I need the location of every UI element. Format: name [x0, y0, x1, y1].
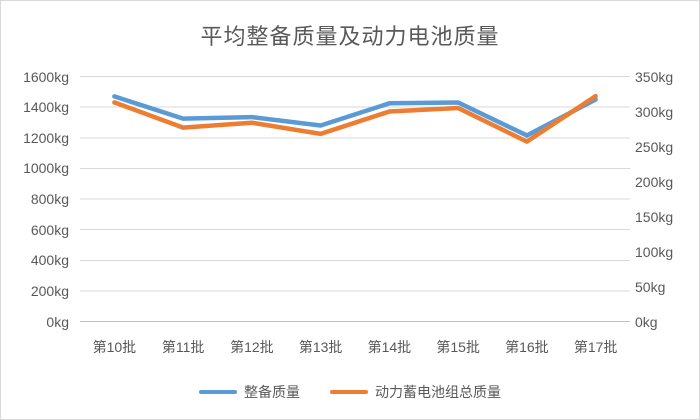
legend-item-0: 整备质量 [199, 382, 300, 402]
left-axis-tick: 800kg [30, 191, 69, 207]
series-line-1 [112, 93, 598, 144]
legend-item-1: 动力蓄电池组总质量 [330, 382, 501, 402]
left-axis-tick: 600kg [30, 221, 69, 238]
right-axis-tick: 350kg [635, 68, 674, 85]
x-axis-category: 第17批 [573, 339, 618, 355]
legend-line-swatch [199, 390, 237, 394]
right-axis-tick: 50kg [635, 278, 666, 295]
left-axis-tick: 1000kg [23, 160, 69, 177]
legend-label: 动力蓄电池组总质量 [375, 384, 501, 400]
left-axis-tick: 400kg [30, 252, 69, 269]
left-axis-tick: 0kg [46, 313, 69, 330]
series-line-0 [112, 94, 598, 138]
right-axis-tick: 0kg [635, 313, 658, 330]
x-axis-category: 第16批 [505, 339, 549, 355]
left-axis-tick: 200kg [30, 282, 69, 299]
right-axis-tick: 150kg [635, 208, 674, 225]
left-axis-tick: 1600kg [23, 68, 69, 85]
right-axis-tick: 250kg [635, 138, 674, 155]
right-axis-tick: 200kg [635, 173, 674, 190]
right-axis-tick: 100kg [635, 243, 674, 260]
legend-line-swatch [330, 390, 368, 394]
left-axis-tick: 1400kg [23, 99, 69, 116]
left-axis-tick: 1200kg [23, 129, 69, 146]
chart-title: 平均整备质量及动力电池质量 [200, 24, 500, 49]
legend-label: 整备质量 [244, 384, 300, 400]
x-axis-category: 第11批 [161, 339, 205, 355]
x-axis-category: 第14批 [367, 339, 412, 355]
x-axis-category: 第15批 [436, 339, 480, 355]
legend: 整备质量 动力蓄电池组总质量 [1, 382, 699, 402]
right-axis-tick: 300kg [635, 103, 674, 120]
x-axis-category: 第12批 [230, 339, 274, 355]
x-axis-category: 第10批 [92, 339, 137, 355]
x-axis-category: 第13批 [298, 339, 343, 355]
